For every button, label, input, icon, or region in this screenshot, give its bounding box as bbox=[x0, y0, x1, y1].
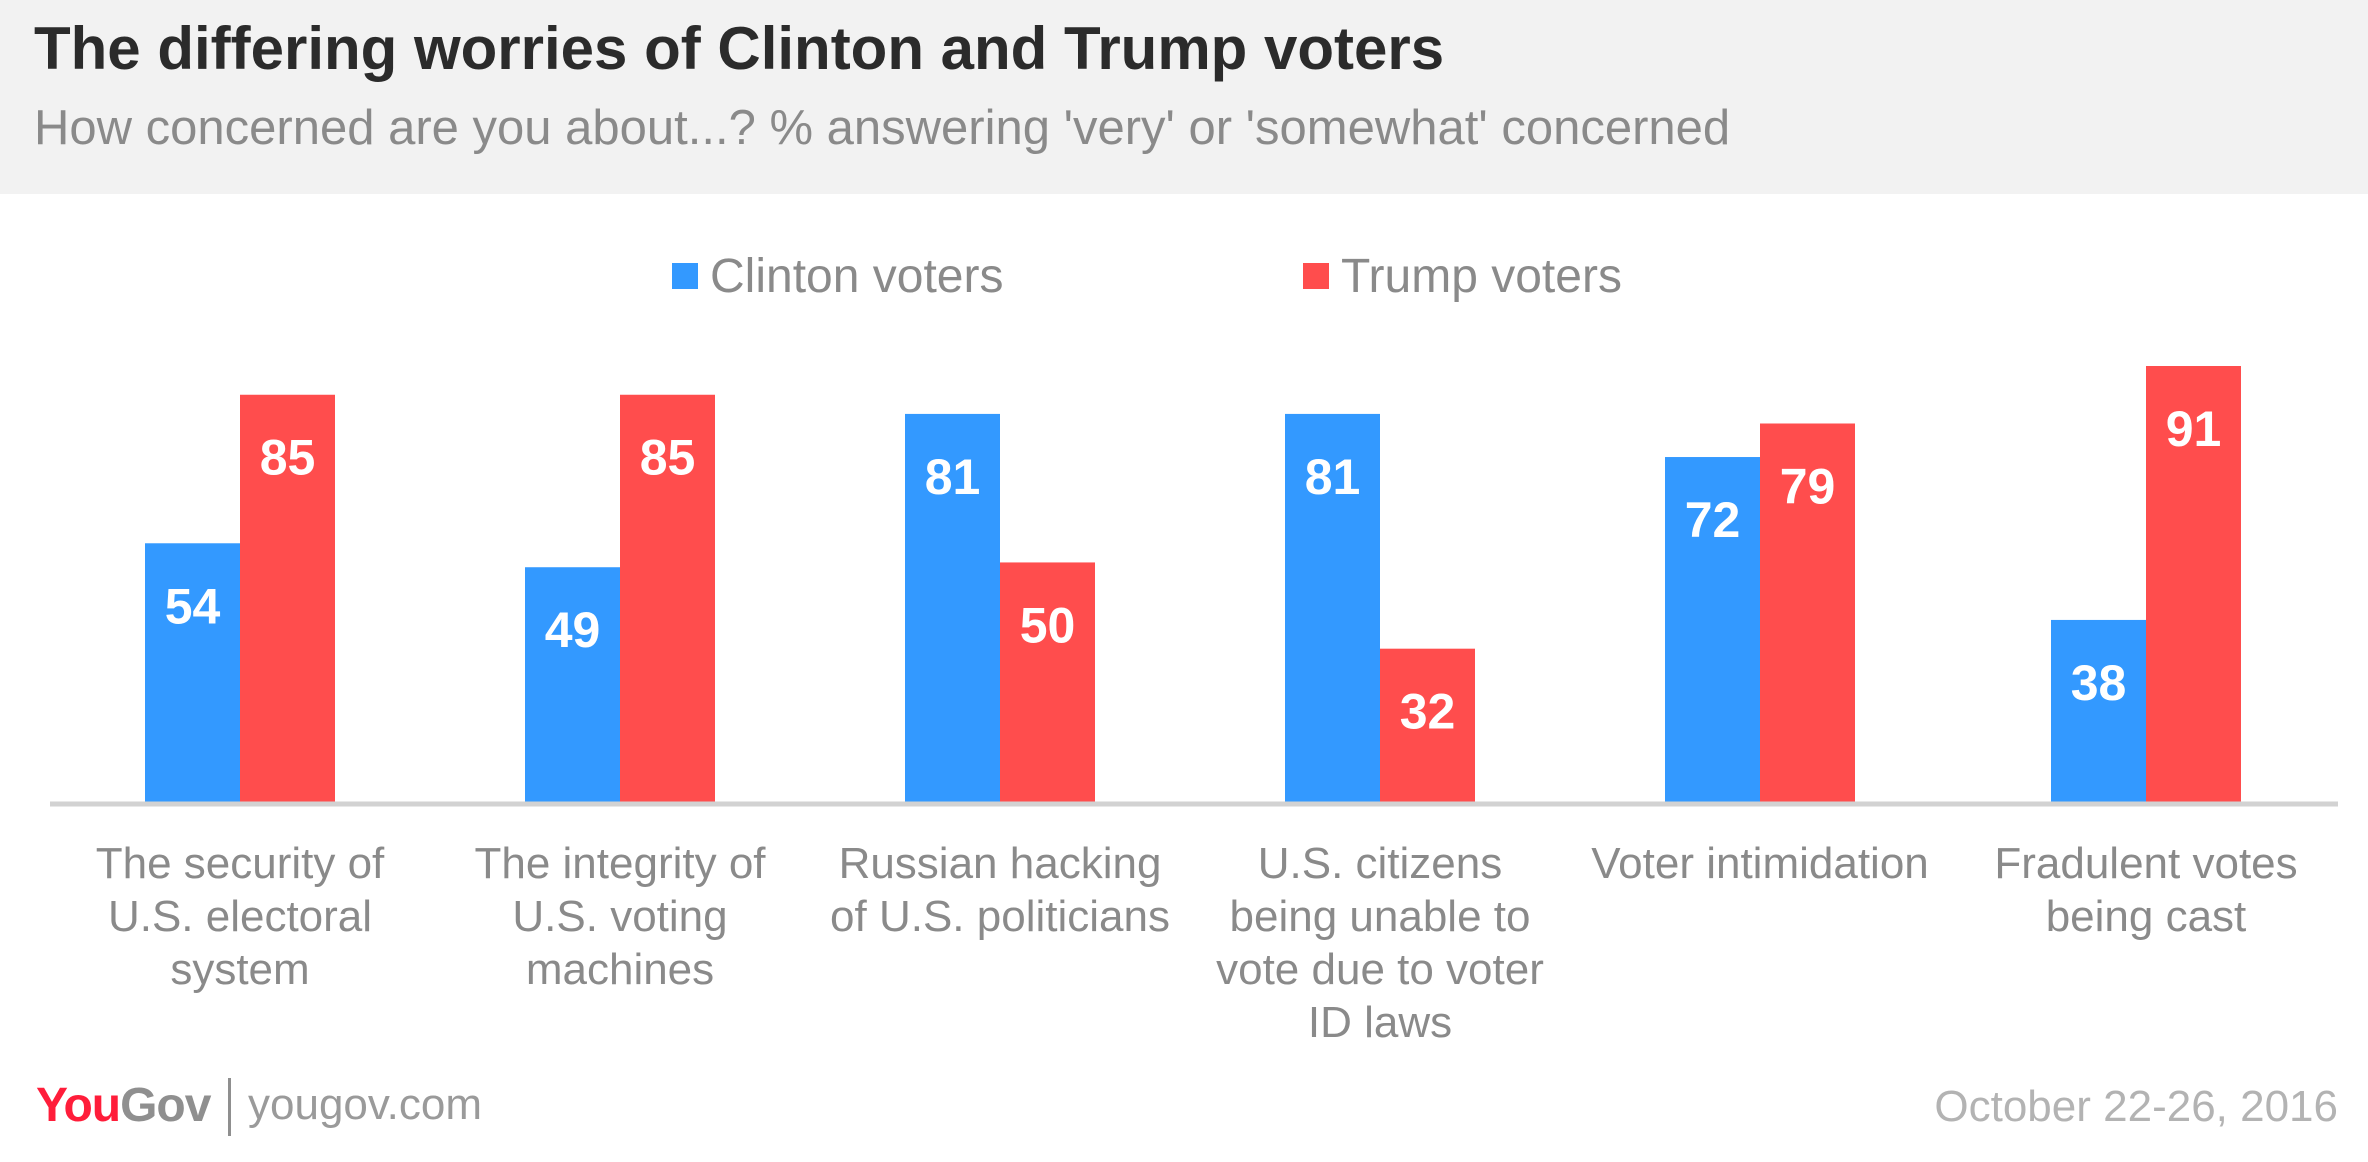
bar-clinton-1 bbox=[525, 567, 620, 802]
category-label-3: U.S. citizens being unable to vote due to … bbox=[1216, 839, 1544, 1047]
chart-title: The differing worries of Clinton and Tru… bbox=[34, 15, 1445, 82]
legend-swatch-trump bbox=[1303, 263, 1329, 289]
data-label-trump-4: 79 bbox=[1780, 458, 1836, 514]
category-label-4: Voter intimidation bbox=[1591, 839, 1929, 888]
data-label-clinton-5: 38 bbox=[2071, 655, 2127, 711]
data-label-trump-3: 32 bbox=[1400, 684, 1456, 740]
legend-label-trump: Trump voters bbox=[1341, 250, 1622, 303]
bar-trump-3 bbox=[1380, 648, 1475, 802]
header-band: The differing worries of Clinton and Tru… bbox=[0, 0, 2368, 194]
bar-trump-4 bbox=[1760, 423, 1855, 802]
bar-clinton-0 bbox=[145, 543, 240, 802]
bar-trump-2 bbox=[1000, 562, 1095, 802]
bar-trump-0 bbox=[240, 394, 335, 802]
data-label-clinton-3: 81 bbox=[1305, 449, 1361, 505]
category-label-5: Fradulent votes being cast bbox=[1994, 839, 2297, 941]
data-label-trump-0: 85 bbox=[260, 430, 316, 486]
legend-label-clinton: Clinton voters bbox=[710, 250, 1003, 303]
bar-trump-5 bbox=[2146, 366, 2241, 802]
legend: Clinton voters Trump voters bbox=[672, 250, 1622, 303]
bar-clinton-2 bbox=[905, 413, 1000, 802]
logo-divider bbox=[228, 1078, 231, 1136]
bar-clinton-5 bbox=[2051, 619, 2146, 802]
category-labels: The security of U.S. electoral system The i… bbox=[96, 839, 2298, 1047]
bar-clinton-3 bbox=[1285, 413, 1380, 802]
bar-trump-1 bbox=[620, 394, 715, 802]
chart-subtitle: How concerned are you about...? % answer… bbox=[34, 101, 1731, 155]
category-label-2: Russian hacking of U.S. politicians bbox=[830, 839, 1170, 941]
yougov-logo[interactable]: YouGov bbox=[36, 1079, 211, 1132]
bars: 54 85 49 85 81 50 81 32 72 79 38 91 bbox=[145, 366, 2241, 802]
data-label-trump-5: 91 bbox=[2166, 401, 2222, 457]
data-label-clinton-4: 72 bbox=[1685, 492, 1741, 548]
site-link[interactable]: yougov.com bbox=[248, 1080, 482, 1129]
category-label-0: The security of U.S. electoral system bbox=[96, 839, 385, 994]
survey-date: October 22-26, 2016 bbox=[1934, 1082, 2338, 1131]
data-label-clinton-0: 54 bbox=[165, 578, 221, 634]
legend-swatch-clinton bbox=[672, 263, 698, 289]
category-label-1: The integrity of U.S. voting machines bbox=[474, 839, 766, 994]
data-label-trump-2: 50 bbox=[1020, 597, 1076, 653]
data-label-clinton-2: 81 bbox=[925, 449, 981, 505]
data-label-clinton-1: 49 bbox=[545, 602, 601, 658]
data-label-trump-1: 85 bbox=[640, 430, 696, 486]
bar-clinton-4 bbox=[1665, 457, 1760, 802]
